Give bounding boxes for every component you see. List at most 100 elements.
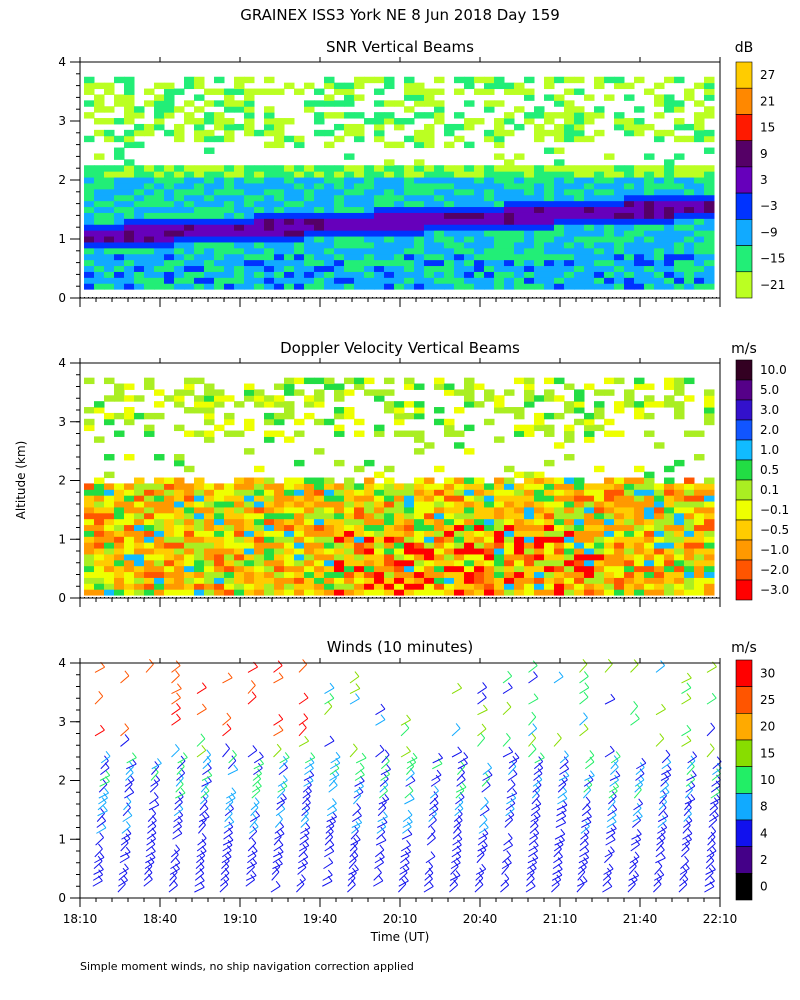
snr-cell [114,265,125,272]
wind-barb-flag [104,755,109,762]
snr-cell [334,218,345,225]
snr-cell [704,253,715,261]
snr-cell [144,194,155,202]
snr-cell [84,100,95,107]
snr-cell [134,206,145,213]
doppler-cell [224,542,235,549]
snr-cell [334,112,345,119]
snr-cell [454,277,465,284]
doppler-cell [544,430,555,437]
wind-barb [223,832,233,840]
wind-barb [376,831,386,840]
wind-barb-flag [587,811,592,817]
wind-barb [324,706,333,716]
doppler-cell [164,512,175,520]
snr-cell [334,241,345,249]
wind-barb-flag [351,855,357,861]
doppler-cell [474,489,485,496]
wind-barb [655,849,665,858]
doppler-cell [174,571,185,578]
wind-barb [681,839,692,846]
snr-cell [684,194,695,202]
wind-barb [169,871,178,881]
colorbar-label: 15 [760,746,775,760]
doppler-cell [154,577,165,584]
doppler-cell [434,583,445,590]
snr-cell [494,165,505,172]
snr-cell [374,165,385,172]
snr-cell [384,247,395,255]
snr-cell [264,200,275,208]
doppler-cell [84,530,95,537]
doppler-cell [634,583,645,590]
snr-cell [164,194,175,202]
wind-barb-flag [384,749,390,756]
snr-cell [104,265,115,272]
snr-cell [274,165,285,172]
snr-cell [344,230,355,237]
doppler-cell [414,489,425,496]
wind-barb [682,833,693,840]
wind-barb [553,737,562,747]
doppler-cell [344,571,355,578]
doppler-cell [624,542,635,549]
wind-barb-flag [607,867,612,874]
doppler-cell [574,418,585,426]
snr-cell [224,135,235,143]
doppler-cell [654,495,665,502]
wind-barb [253,756,264,764]
wind-barb-flag [584,682,590,689]
snr-cell [654,188,665,196]
doppler-cell [554,530,565,537]
doppler-cell [204,530,215,537]
snr-cell [704,212,715,219]
snr-cell [434,118,445,125]
wind-barb [682,820,693,828]
doppler-cell [404,548,415,555]
wind-barb-flag [457,833,463,840]
doppler-cell [634,506,645,514]
doppler-cell [404,583,415,590]
doppler-cell [244,583,255,590]
doppler-cell [494,483,505,490]
snr-cell [594,177,605,184]
snr-cell [674,212,685,219]
wind-barb [630,664,639,673]
doppler-cell [614,430,625,437]
snr-cell [344,165,355,172]
wind-barb-flag [461,781,467,788]
doppler-cell [324,383,335,390]
wind-barb-flag [583,857,588,863]
snr-cell [604,247,615,255]
doppler-cell [664,383,675,390]
snr-cell [674,118,685,125]
snr-cell [564,118,575,125]
snr-cell [614,194,625,202]
doppler-cell [144,577,155,584]
snr-cell [144,265,155,272]
snr-cell [374,112,385,119]
snr-cell [354,236,365,243]
doppler-cell [124,589,135,596]
wind-barb [428,808,439,817]
doppler-cell [204,506,215,514]
doppler-cell [124,518,135,526]
doppler-cell [624,577,635,584]
doppler-cell [544,483,555,490]
snr-cell [604,283,615,290]
snr-cell [384,112,395,119]
doppler-cell [614,401,625,408]
wind-barb [653,883,662,893]
wind-barb [347,872,357,881]
snr-cell [664,94,675,101]
doppler-cell [494,524,505,531]
snr-cell [654,224,665,231]
doppler-cell [424,583,435,590]
wind-barb [579,663,588,673]
wind-barb [323,862,334,870]
wind-barb [656,837,666,846]
doppler-cell [134,589,145,596]
snr-cell [524,218,535,225]
doppler-cell [314,512,325,520]
doppler-cell [254,489,265,496]
